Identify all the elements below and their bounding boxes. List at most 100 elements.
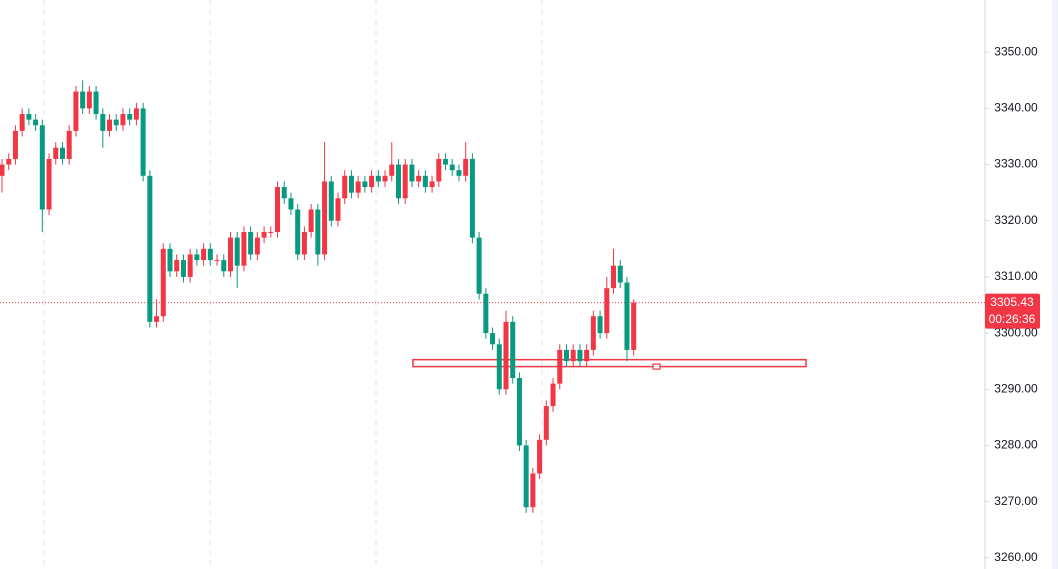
candle-body: [496, 344, 502, 390]
candle-body: [12, 130, 18, 159]
candle-body: [46, 158, 52, 210]
y-tick-label: 3350.00: [994, 44, 1038, 58]
candle-body: [369, 175, 375, 188]
candle-body: [563, 349, 569, 362]
candle-body: [80, 91, 86, 109]
candle-body: [180, 260, 186, 277]
candle-body: [19, 114, 25, 131]
candle-body: [86, 91, 92, 109]
candle-body: [409, 164, 415, 182]
candle-body: [187, 254, 193, 277]
candle-body: [214, 260, 220, 262]
candle-body: [301, 231, 307, 255]
y-tick-label: 3340.00: [994, 101, 1038, 115]
candle-body: [389, 164, 395, 176]
candle-body: [577, 349, 583, 362]
candle-body: [315, 209, 321, 255]
candle-body: [26, 114, 32, 120]
candle-body: [288, 198, 294, 210]
y-tick-label: 3290.00: [994, 381, 1038, 395]
candle-body: [241, 231, 247, 266]
candle-body: [543, 406, 549, 440]
candle-body: [483, 293, 489, 334]
candle-body: [597, 316, 603, 334]
candle-body: [530, 473, 536, 508]
candle-body: [328, 181, 334, 221]
candle-body: [207, 248, 213, 261]
candle-body: [167, 248, 173, 272]
candle-body: [416, 175, 422, 182]
candle-body: [624, 282, 630, 350]
candle-body: [362, 181, 368, 188]
candle-body: [456, 170, 462, 176]
countdown-label: 00:26:36: [989, 312, 1036, 326]
y-tick-label: 3270.00: [994, 494, 1038, 508]
candle-body: [147, 175, 153, 322]
candle-body: [0, 164, 5, 176]
candle-body: [590, 316, 596, 350]
candle-body: [194, 254, 200, 261]
y-tick-label: 3320.00: [994, 213, 1038, 227]
candle-body: [53, 147, 59, 159]
candle-body: [402, 164, 408, 199]
candle-body: [281, 187, 287, 199]
candle-body: [295, 209, 301, 255]
candle-body: [33, 119, 39, 126]
candle-body: [100, 114, 106, 131]
candle-body: [604, 288, 610, 334]
candle-body: [631, 302, 637, 350]
y-tick-label: 3330.00: [994, 157, 1038, 171]
candle-body: [268, 231, 274, 233]
candle-body: [557, 349, 563, 384]
candle-body: [375, 175, 381, 182]
candle-body: [248, 231, 254, 255]
candle-body: [469, 158, 475, 238]
candle-body: [355, 181, 361, 193]
candle-body: [617, 265, 623, 283]
candle-body: [422, 175, 428, 188]
candle-body: [66, 130, 72, 159]
scroll-edge: [1052, 0, 1058, 569]
candle-body: [382, 175, 388, 182]
candle-body: [6, 158, 12, 165]
candle-body: [73, 91, 79, 131]
candle-body: [463, 158, 469, 176]
candle-body: [174, 260, 180, 272]
y-tick-label: 3310.00: [994, 269, 1038, 283]
y-tick-label: 3260.00: [994, 550, 1038, 564]
candle-body: [510, 321, 516, 379]
candle-body: [436, 158, 442, 182]
candle-body: [443, 158, 449, 165]
candle-body: [449, 164, 455, 171]
last-price-badge: [985, 293, 1040, 329]
candle-body: [476, 237, 482, 294]
candle-body: [261, 231, 267, 238]
candle-body: [127, 114, 133, 120]
candle-body: [160, 248, 166, 317]
candle-body: [120, 114, 126, 126]
candle-body: [537, 439, 543, 474]
candle-body: [221, 260, 227, 272]
candle-body: [227, 237, 233, 272]
candle-body: [395, 164, 401, 199]
candle-body: [254, 237, 260, 255]
candle-body: [550, 383, 556, 407]
candle-body: [570, 349, 576, 362]
candle-body: [584, 349, 590, 362]
candle-body: [523, 445, 529, 508]
candle-body: [490, 333, 496, 345]
last-price-label: 3305.43: [990, 295, 1034, 309]
candle-body: [275, 187, 281, 232]
candle-body: [348, 175, 354, 193]
candle-body: [611, 265, 617, 289]
zone-handle: [652, 363, 661, 370]
candle-body: [429, 181, 435, 188]
candle-body: [93, 91, 99, 115]
candle-body: [234, 237, 240, 266]
candle-body: [322, 181, 328, 255]
candle-body: [308, 209, 314, 232]
candle-body: [154, 316, 160, 322]
candle-body: [107, 119, 113, 131]
candle-body: [133, 108, 139, 120]
